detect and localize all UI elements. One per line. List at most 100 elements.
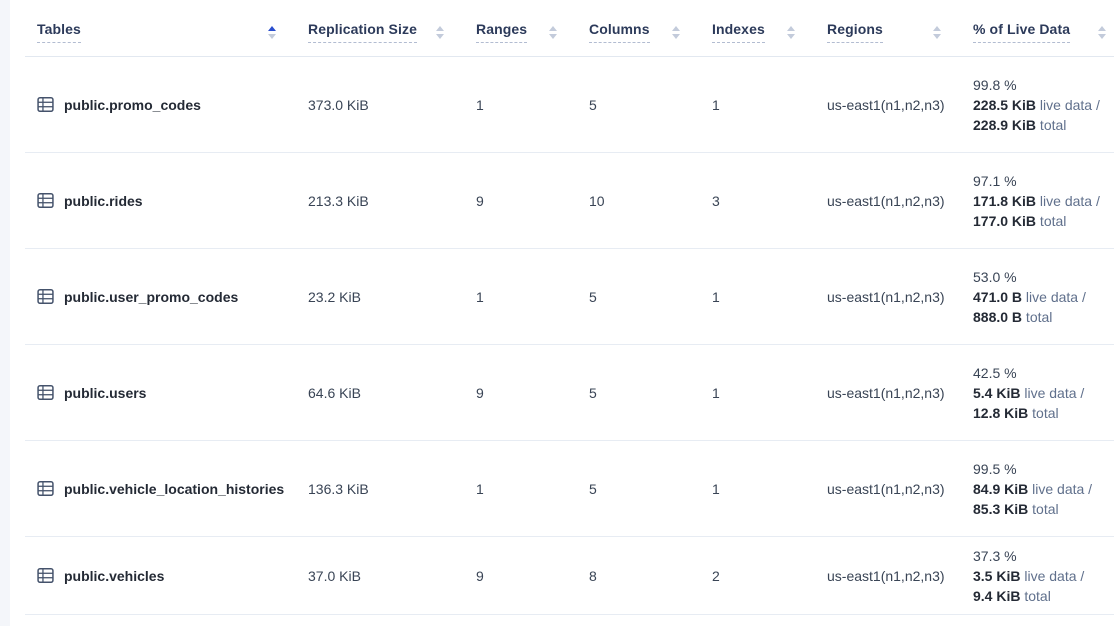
column-header-label: Replication Size [308,21,417,43]
total-data-line: 228.9 KiB total [973,116,1067,133]
live-data-percent: 99.8 % [973,76,1017,93]
table-name-cell[interactable]: public.vehicles [25,567,308,584]
sort-arrows-icon[interactable] [933,25,941,39]
columns-cell: 5 [589,96,597,113]
ranges-cell: 1 [476,96,484,113]
column-header-replication-size[interactable]: Replication Size [308,21,476,43]
table-name-cell[interactable]: public.promo_codes [25,96,308,113]
table-name-cell[interactable]: public.rides [25,192,308,209]
ranges-cell: 9 [476,384,484,401]
indexes-cell: 1 [712,288,720,305]
live-data-percent: 99.5 % [973,460,1017,477]
live-data-cell: 53.0 % 471.0 B live data / 888.0 B total [973,267,1114,327]
sort-arrows-icon[interactable] [268,25,276,39]
table-name-cell[interactable]: public.users [25,384,308,401]
column-header-label: Ranges [476,21,528,43]
column-header-label: Tables [37,21,81,43]
table-row[interactable]: public.user_promo_codes 23.2 KiB 1 5 1 u… [25,249,1114,345]
live-data-cell: 99.5 % 84.9 KiB live data / 85.3 KiB tot… [973,459,1114,519]
table-name-cell[interactable]: public.user_promo_codes [25,288,308,305]
table-row[interactable]: public.rides 213.3 KiB 9 10 3 us-east1(n… [25,153,1114,249]
live-data-line: 171.8 KiB live data / [973,192,1100,209]
column-header-label: Regions [827,21,883,43]
table-header-row: Tables Replication Size Ranges Columns I… [25,0,1114,57]
column-header-columns[interactable]: Columns [589,21,712,43]
replication-size-cell: 373.0 KiB [308,96,369,113]
column-header-label: Indexes [712,21,765,43]
indexes-cell: 3 [712,192,720,209]
table-grid-icon [37,567,54,584]
total-data-line: 888.0 B total [973,308,1053,325]
replication-size-cell: 37.0 KiB [308,567,361,584]
indexes-cell: 1 [712,96,720,113]
replication-size-cell: 64.6 KiB [308,384,361,401]
columns-cell: 10 [589,192,605,209]
sort-arrows-icon[interactable] [787,25,795,39]
table-grid-icon [37,480,54,497]
live-data-percent: 37.3 % [973,547,1017,564]
live-data-line: 471.0 B live data / [973,288,1086,305]
table-name: public.user_promo_codes [64,288,239,305]
column-header-regions[interactable]: Regions [827,21,973,43]
live-data-cell: 99.8 % 228.5 KiB live data / 228.9 KiB t… [973,75,1114,135]
table-grid-icon [37,192,54,209]
regions-cell: us-east1(n1,n2,n3) [827,96,945,113]
table-grid-icon [37,288,54,305]
column-header-tables[interactable]: Tables [25,21,308,43]
total-data-line: 177.0 KiB total [973,212,1067,229]
regions-cell: us-east1(n1,n2,n3) [827,480,945,497]
indexes-cell: 1 [712,480,720,497]
column-header-label: Columns [589,21,650,43]
table-name: public.promo_codes [64,96,201,113]
ranges-cell: 1 [476,480,484,497]
ranges-cell: 9 [476,567,484,584]
tables-list: Tables Replication Size Ranges Columns I… [25,0,1114,615]
table-grid-icon [37,384,54,401]
replication-size-cell: 213.3 KiB [308,192,369,209]
total-data-line: 85.3 KiB total [973,500,1059,517]
table-row[interactable]: public.vehicle_location_histories 136.3 … [25,441,1114,537]
column-header-of-live-data[interactable]: % of Live Data [973,21,1114,43]
table-row[interactable]: public.vehicles 37.0 KiB 9 8 2 us-east1(… [25,537,1114,615]
total-data-line: 12.8 KiB total [973,404,1059,421]
indexes-cell: 1 [712,384,720,401]
live-data-line: 84.9 KiB live data / [973,480,1093,497]
table-grid-icon [37,96,54,113]
replication-size-cell: 136.3 KiB [308,480,369,497]
live-data-cell: 42.5 % 5.4 KiB live data / 12.8 KiB tota… [973,363,1114,423]
table-name: public.rides [64,192,143,209]
column-header-ranges[interactable]: Ranges [476,21,589,43]
replication-size-cell: 23.2 KiB [308,288,361,305]
live-data-percent: 97.1 % [973,172,1017,189]
page-left-gutter [0,0,10,626]
regions-cell: us-east1(n1,n2,n3) [827,384,945,401]
columns-cell: 8 [589,567,597,584]
regions-cell: us-east1(n1,n2,n3) [827,567,945,584]
live-data-cell: 37.3 % 3.5 KiB live data / 9.4 KiB total [973,546,1114,606]
table-row[interactable]: public.promo_codes 373.0 KiB 1 5 1 us-ea… [25,57,1114,153]
columns-cell: 5 [589,384,597,401]
columns-cell: 5 [589,480,597,497]
column-header-indexes[interactable]: Indexes [712,21,827,43]
indexes-cell: 2 [712,567,720,584]
sort-arrows-icon[interactable] [1098,25,1106,39]
sort-arrows-icon[interactable] [549,25,557,39]
table-name: public.vehicle_location_histories [64,480,285,497]
total-data-line: 9.4 KiB total [973,587,1051,604]
ranges-cell: 9 [476,192,484,209]
live-data-cell: 97.1 % 171.8 KiB live data / 177.0 KiB t… [973,171,1114,231]
ranges-cell: 1 [476,288,484,305]
table-name-cell[interactable]: public.vehicle_location_histories [25,480,308,497]
table-name: public.vehicles [64,567,165,584]
table-row[interactable]: public.users 64.6 KiB 9 5 1 us-east1(n1,… [25,345,1114,441]
sort-arrows-icon[interactable] [672,25,680,39]
table-body: public.promo_codes 373.0 KiB 1 5 1 us-ea… [25,57,1114,615]
regions-cell: us-east1(n1,n2,n3) [827,288,945,305]
live-data-percent: 53.0 % [973,268,1017,285]
live-data-line: 228.5 KiB live data / [973,96,1100,113]
sort-arrows-icon[interactable] [436,25,444,39]
live-data-percent: 42.5 % [973,364,1017,381]
live-data-line: 3.5 KiB live data / [973,567,1085,584]
live-data-line: 5.4 KiB live data / [973,384,1085,401]
table-name: public.users [64,384,147,401]
